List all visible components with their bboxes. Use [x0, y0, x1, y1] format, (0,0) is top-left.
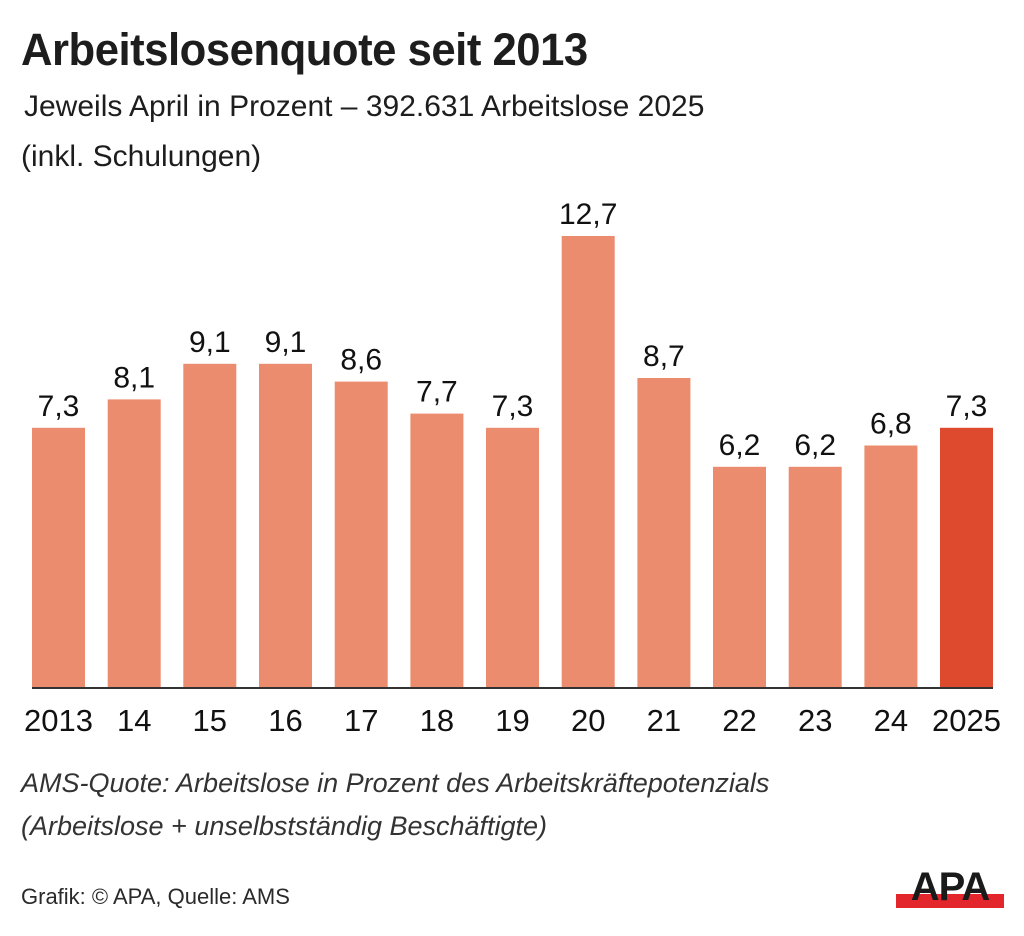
- data-label-21: 8,7: [643, 340, 685, 373]
- data-label-15: 9,1: [189, 326, 231, 359]
- chart-title: Arbeitslosenquote seit 2013: [21, 24, 588, 75]
- x-tick-label-21: 21: [647, 703, 681, 738]
- data-label-24: 6,8: [870, 408, 912, 441]
- x-tick-label-15: 15: [193, 703, 227, 738]
- bar-22: [713, 466, 766, 687]
- data-label-2025: 7,3: [946, 390, 988, 423]
- bar-23: [788, 466, 842, 687]
- x-tick-label-20: 20: [571, 703, 605, 738]
- data-label-20: 12,7: [559, 198, 617, 231]
- data-label-16: 9,1: [265, 326, 307, 359]
- bar-19: [486, 427, 539, 687]
- x-tick-label-22: 22: [722, 703, 756, 738]
- logo-red-bar: [896, 894, 1004, 908]
- x-tick-label-2013: 2013: [24, 703, 93, 738]
- bar-18: [410, 413, 464, 687]
- bar-17: [334, 381, 388, 687]
- data-label-23: 6,2: [794, 429, 836, 462]
- apa-logo: APA: [896, 866, 1004, 909]
- x-tick-label-14: 14: [117, 703, 151, 738]
- footnote-definition: AMS-Quote: Arbeitslose in Prozent des Ar…: [21, 768, 770, 798]
- data-label-2013: 7,3: [38, 390, 80, 423]
- x-tick-label-23: 23: [798, 703, 832, 738]
- x-tick-label-16: 16: [268, 703, 302, 738]
- x-tick-label-24: 24: [874, 703, 908, 738]
- bar-14: [107, 399, 161, 687]
- data-label-14: 8,1: [113, 361, 155, 394]
- bar-16: [259, 363, 312, 687]
- logo-text: APA: [911, 866, 990, 909]
- bars-group: [32, 236, 993, 687]
- data-label-18: 7,7: [416, 376, 458, 409]
- bar-chart: 7,38,19,1 9,18,67,7 7,312,78,76,2 6,26,87,3…: [24, 198, 1001, 738]
- bar-15: [183, 363, 237, 687]
- x-tick-label-18: 18: [420, 703, 454, 738]
- bar-2013: [32, 427, 85, 687]
- x-tick-labels-group: 2013 14 15 16 17 18 19 20 21 22 23 24 2025: [24, 703, 1001, 738]
- chart-subtitle-note: (inkl. Schulungen): [21, 140, 262, 173]
- x-tick-label-17: 17: [344, 703, 378, 738]
- bar-21: [637, 378, 691, 687]
- data-label-22: 6,2: [719, 429, 761, 462]
- source-credit: Grafik: © APA, Quelle: AMS: [21, 884, 290, 909]
- bar-20: [561, 236, 615, 687]
- x-tick-label-19: 19: [495, 703, 529, 738]
- footnote-formula: (Arbeitslose + unselbstständig Beschäfti…: [21, 811, 548, 841]
- chart-subtitle: Jeweils April in Prozent – 392.631 Arbei…: [24, 90, 705, 123]
- bar-24: [864, 445, 918, 687]
- x-tick-label-2025: 2025: [932, 703, 1001, 738]
- data-labels-group: 7,3 8,1 9,1 9,1 8,6 7,7 7,3 12,7 8,7 6,2 6,2 6,8 7,3: [38, 198, 988, 462]
- data-label-19: 7,3: [492, 390, 534, 423]
- data-label-17: 8,6: [340, 344, 382, 377]
- bar-2025: [940, 427, 993, 687]
